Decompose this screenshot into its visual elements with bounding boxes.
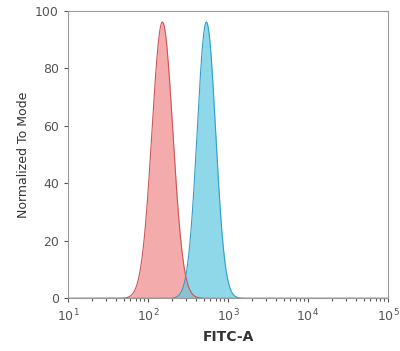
X-axis label: FITC-A: FITC-A [202,330,254,344]
Y-axis label: Normalized To Mode: Normalized To Mode [16,91,30,218]
